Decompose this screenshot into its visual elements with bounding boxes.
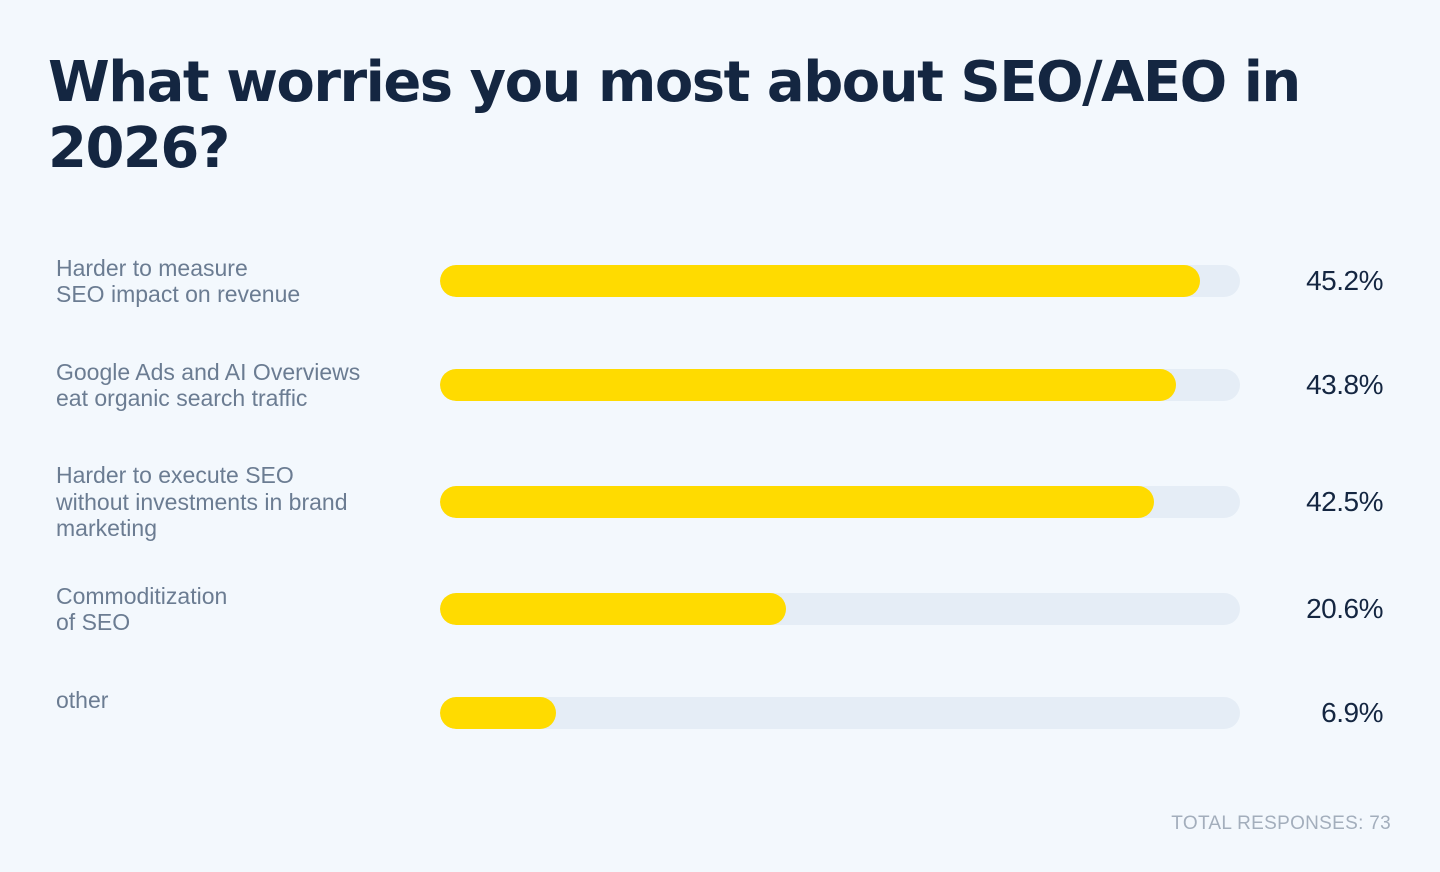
category-label: other: [56, 687, 109, 713]
value-label: 42.5%: [1306, 486, 1383, 517]
category-label: Google Ads and AI Overviews eat organic …: [56, 358, 361, 412]
value-label: 20.6%: [1306, 593, 1383, 624]
chart-title: What worries you most about SEO/AEO in 2…: [48, 50, 1301, 181]
bar-track: [440, 369, 1240, 401]
bar: [440, 486, 1155, 518]
bar: [440, 697, 556, 729]
category-label: Harder to execute SEO without investment…: [56, 462, 348, 542]
bar-track: [440, 697, 1240, 729]
value-label: 6.9%: [1321, 697, 1383, 728]
bar: [440, 369, 1177, 401]
bar: [440, 593, 787, 625]
total-responses: TOTAL RESPONSES: 73: [1171, 813, 1391, 834]
bar: [440, 265, 1200, 297]
value-label: 43.8%: [1306, 369, 1383, 400]
bar-track: [440, 265, 1240, 297]
bar-track: [440, 593, 1240, 625]
bar-track: [440, 486, 1240, 518]
value-label: 45.2%: [1306, 265, 1383, 296]
category-label: Harder to measure SEO impact on revenue: [56, 254, 301, 308]
category-label: Commoditization of SEO: [56, 582, 228, 636]
